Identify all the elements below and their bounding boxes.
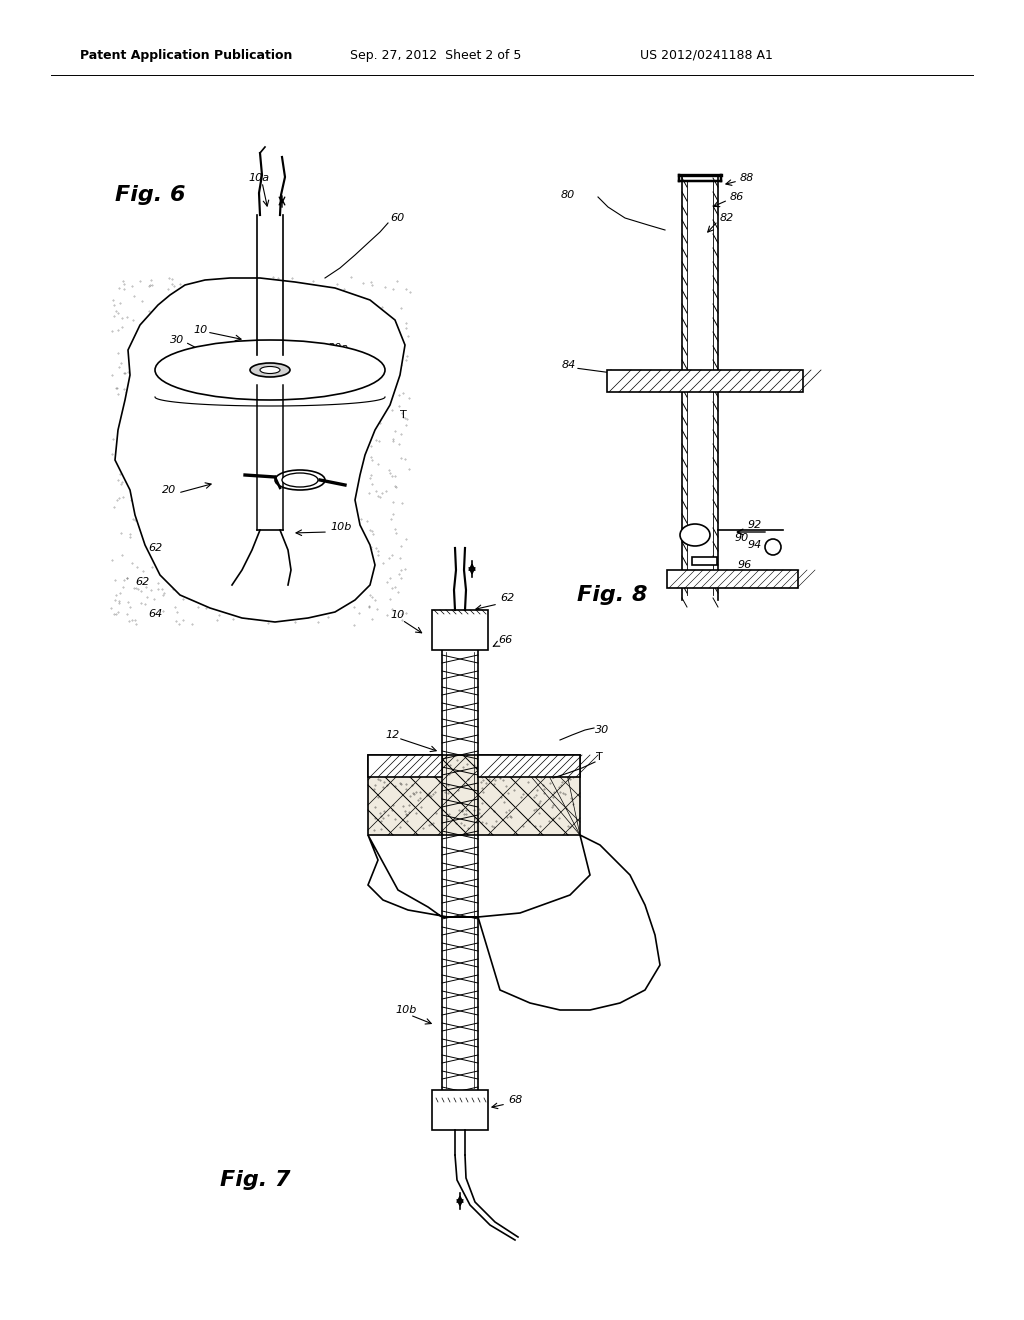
Ellipse shape <box>680 524 710 546</box>
Bar <box>667 570 798 587</box>
Text: US 2012/0241188 A1: US 2012/0241188 A1 <box>640 49 773 62</box>
Text: Fig. 6: Fig. 6 <box>115 185 185 205</box>
Text: Patent Application Publication: Patent Application Publication <box>80 49 293 62</box>
Text: Fig. 8: Fig. 8 <box>577 585 647 605</box>
Circle shape <box>765 539 781 554</box>
Text: 10: 10 <box>193 325 207 335</box>
Text: 96: 96 <box>738 560 753 570</box>
Text: T: T <box>400 411 407 420</box>
Text: 10b: 10b <box>330 521 351 532</box>
Text: 30a: 30a <box>328 343 349 352</box>
Ellipse shape <box>275 470 325 490</box>
Text: 10a: 10a <box>248 173 269 183</box>
Text: 62: 62 <box>148 543 162 553</box>
Text: 94: 94 <box>748 540 762 550</box>
Text: Fig. 7: Fig. 7 <box>220 1170 291 1191</box>
Text: T: T <box>596 752 603 762</box>
Text: 62: 62 <box>135 577 150 587</box>
Text: 84: 84 <box>562 360 577 370</box>
Bar <box>368 755 580 836</box>
Text: 68: 68 <box>508 1096 522 1105</box>
Text: 64: 64 <box>148 609 162 619</box>
Ellipse shape <box>282 473 318 487</box>
Text: 82: 82 <box>720 213 734 223</box>
Bar <box>478 755 580 777</box>
Text: 62: 62 <box>500 593 514 603</box>
Bar <box>432 610 488 649</box>
Text: 12: 12 <box>385 730 399 741</box>
Text: 80: 80 <box>561 190 575 201</box>
Text: 66: 66 <box>498 635 512 645</box>
Text: 10b: 10b <box>395 1005 417 1015</box>
Text: 92: 92 <box>748 520 762 531</box>
Text: 60: 60 <box>390 213 404 223</box>
Ellipse shape <box>260 367 280 374</box>
Text: 12: 12 <box>295 355 309 366</box>
Text: 10: 10 <box>390 610 404 620</box>
Polygon shape <box>115 279 406 622</box>
Bar <box>432 1090 488 1130</box>
Bar <box>607 370 803 392</box>
Polygon shape <box>368 836 660 1010</box>
Text: 88: 88 <box>740 173 755 183</box>
Text: 30: 30 <box>170 335 184 345</box>
Ellipse shape <box>155 341 385 400</box>
Bar <box>368 755 442 777</box>
Text: Sep. 27, 2012  Sheet 2 of 5: Sep. 27, 2012 Sheet 2 of 5 <box>350 49 521 62</box>
Text: 90: 90 <box>735 533 750 543</box>
Ellipse shape <box>250 363 290 378</box>
Text: 20: 20 <box>162 484 176 495</box>
Text: 30: 30 <box>595 725 609 735</box>
Bar <box>692 557 717 565</box>
Text: 86: 86 <box>730 191 744 202</box>
